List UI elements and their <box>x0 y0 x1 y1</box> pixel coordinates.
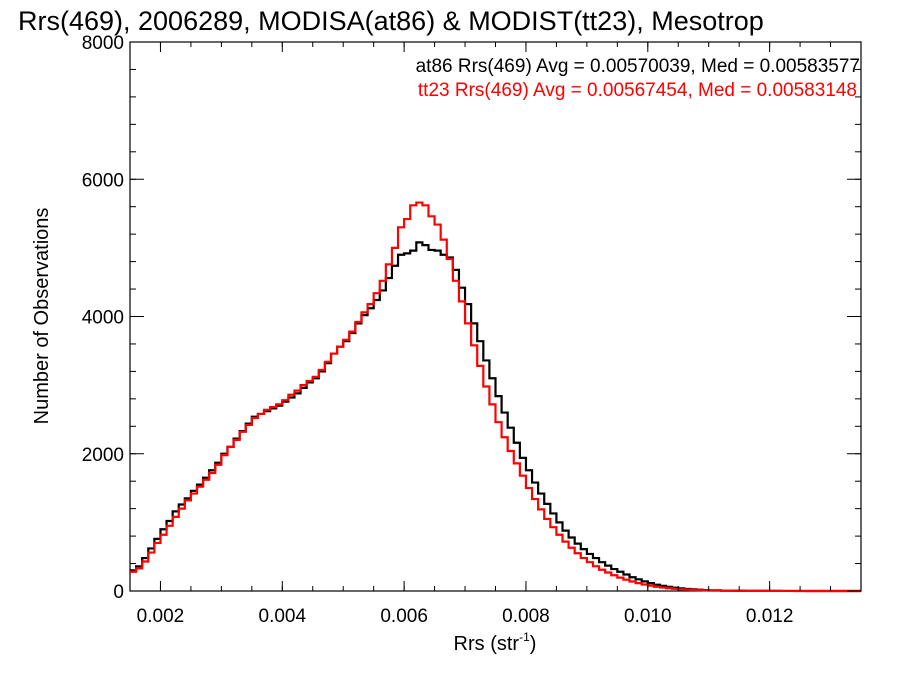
x-tick-label: 0.002 <box>137 606 185 627</box>
x-tick-label: 0.012 <box>746 606 794 627</box>
y-tick-label: 8000 <box>82 33 124 54</box>
plot-area <box>129 41 862 592</box>
y-tick-label: 4000 <box>82 308 124 329</box>
annotation-tt23: tt23 Rrs(469) Avg = 0.00567454, Med = 0.… <box>418 80 857 101</box>
series-layer <box>130 201 861 593</box>
x-axis: 0.002 0.004 0.006 0.008 0.010 0.012 <box>129 42 862 627</box>
x-tick-label: 0.004 <box>259 606 307 627</box>
y-axis-label: Number of Observations <box>31 208 53 425</box>
chart-title: Rrs(469), 2006289, MODISA(at86) & MODIST… <box>18 6 764 36</box>
y-axis: 0 2000 4000 6000 8000 <box>82 33 861 603</box>
annotation-at86: at86 Rrs(469) Avg = 0.00570039, Med = 0.… <box>416 56 860 77</box>
x-axis-label: Rrs (str-1) <box>454 630 537 655</box>
x-tick-label: 0.008 <box>502 606 550 627</box>
series-line-tt23 <box>130 201 861 593</box>
y-tick-label: 0 <box>113 582 124 603</box>
y-tick-label: 6000 <box>82 170 124 191</box>
x-tick-label: 0.010 <box>624 606 672 627</box>
x-axis-label-close: ) <box>530 633 537 655</box>
x-axis-label-main: Rrs (str <box>454 633 520 655</box>
x-axis-label-exponent: -1 <box>519 630 530 644</box>
x-tick-label: 0.006 <box>380 606 428 627</box>
y-tick-label: 2000 <box>82 445 124 466</box>
